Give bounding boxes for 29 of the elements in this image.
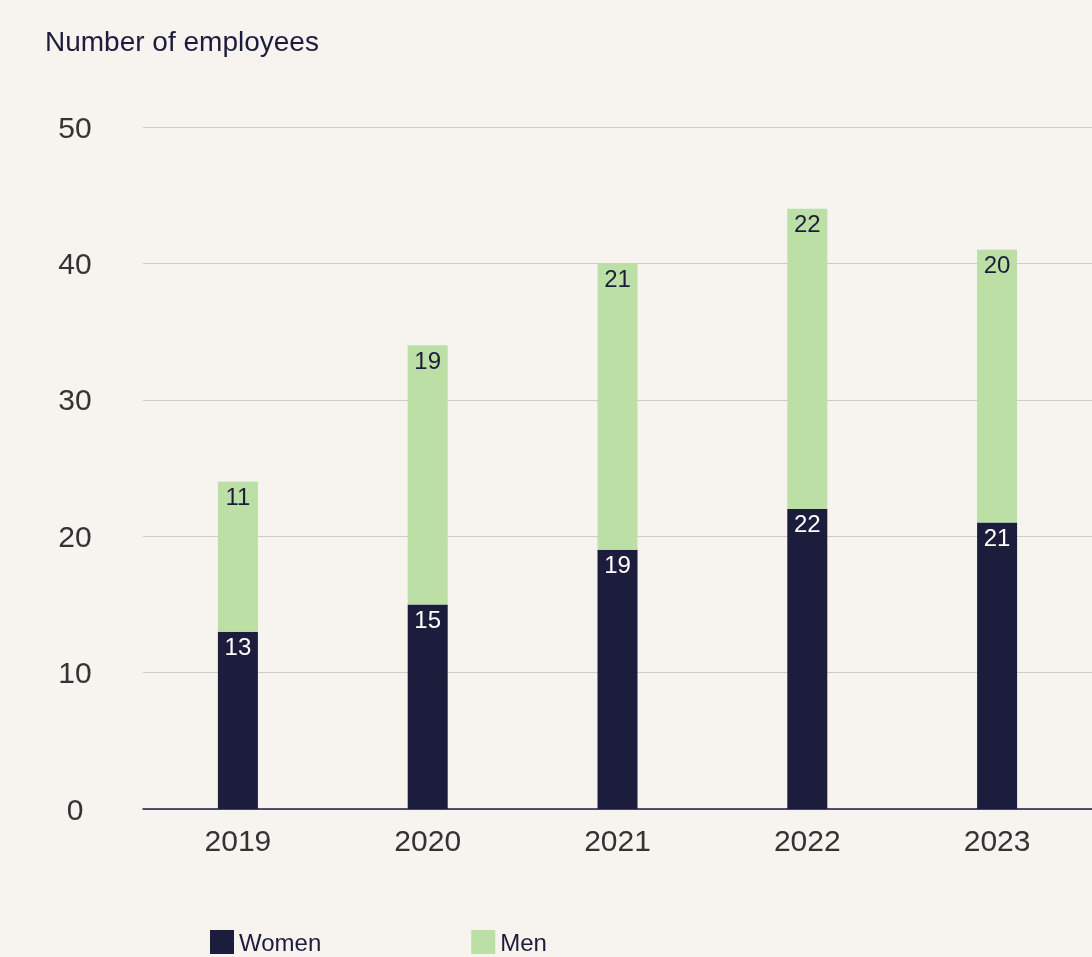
bar — [597, 263, 638, 550]
y-tick-label: 10 — [58, 656, 92, 690]
legend-label: Men — [500, 928, 547, 956]
bar — [787, 208, 828, 509]
y-tick-label: 50 — [58, 110, 92, 144]
bar — [217, 481, 258, 632]
bar — [407, 345, 448, 605]
data-label: 19 — [414, 346, 442, 374]
y-axis-title: Number of employees — [45, 25, 319, 57]
x-tick-label: 2023 — [963, 823, 1031, 857]
data-label: 13 — [224, 633, 252, 661]
y-tick-label: 30 — [58, 383, 92, 417]
y-tick-label: 0 — [66, 792, 84, 826]
bar — [977, 249, 1018, 523]
x-tick-label: 2019 — [204, 823, 272, 857]
data-label: 15 — [414, 605, 442, 633]
data-label: 22 — [793, 510, 821, 538]
data-label: 19 — [604, 551, 631, 579]
data-label: 21 — [604, 264, 631, 292]
y-tick-label: 20 — [58, 519, 92, 553]
legend-label: Women — [239, 928, 322, 956]
y-tick-label: 40 — [58, 246, 92, 280]
data-label: 21 — [983, 524, 1011, 552]
data-label: 22 — [793, 210, 821, 238]
x-tick-label: 2020 — [394, 823, 462, 857]
x-tick-label: 2021 — [584, 823, 651, 857]
x-tick-label: 2022 — [773, 823, 841, 857]
data-label: 20 — [983, 251, 1011, 279]
data-label: 11 — [225, 483, 251, 511]
